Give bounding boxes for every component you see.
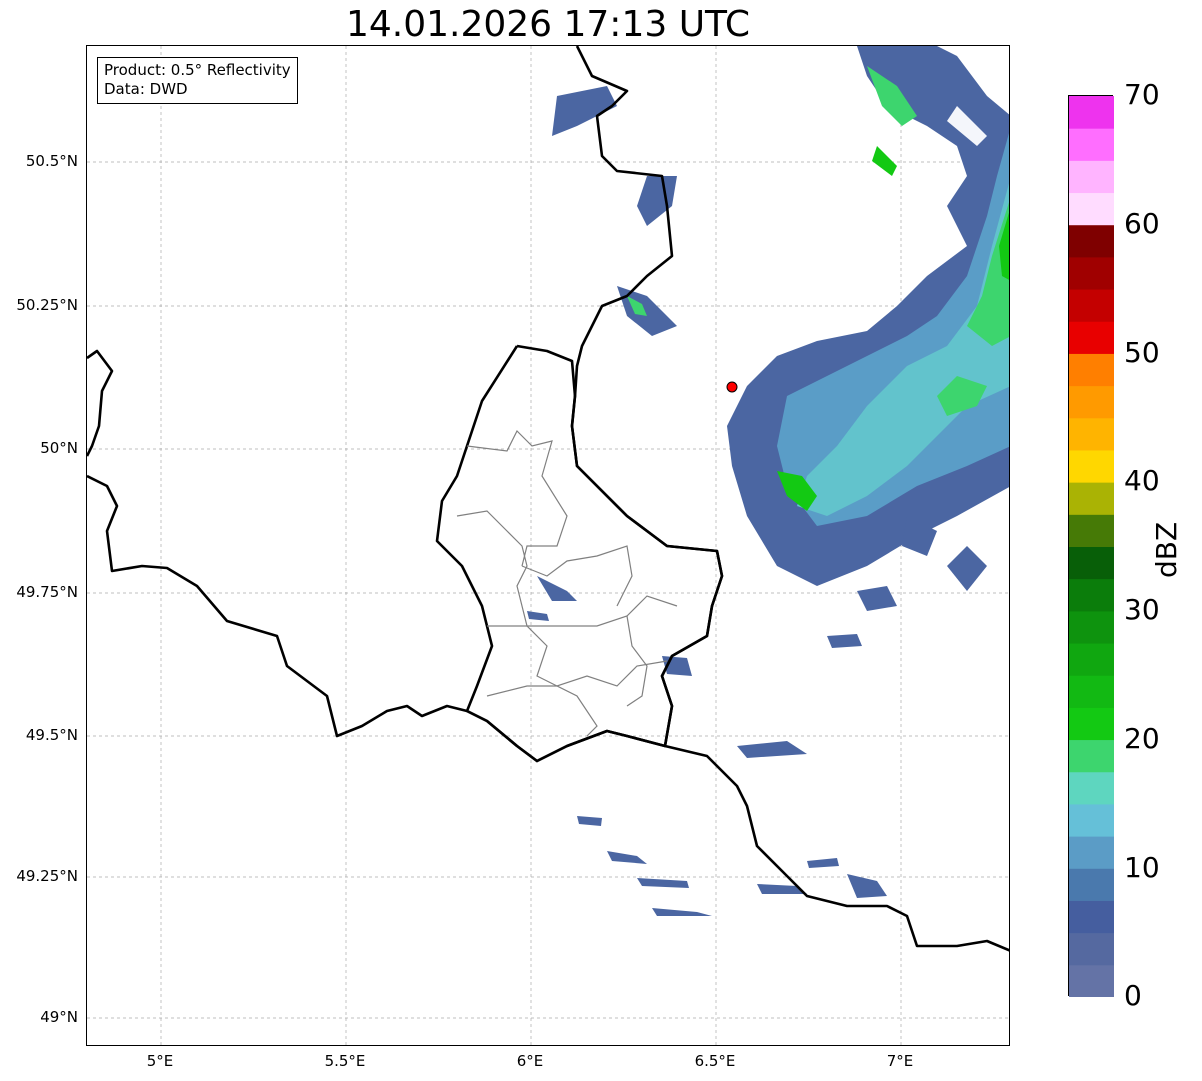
colorbar-segment: [1069, 546, 1114, 580]
lon-tick-label: 5.5°E: [324, 1052, 366, 1070]
colorbar-segment: [1069, 289, 1114, 322]
lat-tick-label: 49.5°N: [25, 726, 78, 744]
colorbar-segment: [1069, 192, 1114, 226]
radar-map[interactable]: [86, 45, 1010, 1046]
colorbar-segment: [1069, 578, 1114, 612]
product-label: Product: 0.5° Reflectivity: [104, 61, 291, 79]
admin-borders: [456, 429, 678, 737]
colorbar-segment: [1069, 321, 1114, 354]
lon-tick-label: 6°E: [516, 1052, 544, 1070]
colorbar-segment: [1069, 643, 1114, 676]
colorbar-segment: [1069, 771, 1114, 805]
data-source-label: Data: DWD: [104, 80, 188, 98]
colorbar-segment: [1069, 964, 1114, 997]
lat-tick-label: 50.5°N: [25, 152, 78, 170]
colorbar-segment: [1069, 224, 1114, 258]
product-info-box: Product: 0.5° Reflectivity Data: DWD: [97, 57, 298, 104]
colorbar-scale: [1069, 96, 1114, 997]
country-borders: [87, 46, 1009, 952]
colorbar-tick-label: 20: [1124, 722, 1160, 755]
colorbar: [1068, 95, 1114, 997]
colorbar-unit-label: dBZ: [1150, 521, 1183, 578]
colorbar-segment: [1069, 96, 1114, 129]
lat-tick-label: 49.75°N: [16, 583, 78, 601]
colorbar-segment: [1069, 514, 1114, 547]
colorbar-segment: [1069, 707, 1114, 741]
chart-title: 14.01.2026 17:13 UTC: [345, 4, 751, 45]
colorbar-segment: [1069, 932, 1114, 966]
colorbar-tick-label: 10: [1124, 851, 1160, 884]
lon-tick-label: 7°E: [886, 1052, 914, 1070]
colorbar-segment: [1069, 739, 1114, 773]
colorbar-tick-label: 70: [1124, 78, 1160, 111]
colorbar-segment: [1069, 417, 1114, 451]
lat-tick-label: 50°N: [40, 439, 78, 457]
colorbar-segment: [1069, 610, 1114, 644]
radar-station-marker[interactable]: [726, 381, 738, 393]
colorbar-segment: [1069, 803, 1114, 837]
colorbar-tick-label: 60: [1124, 207, 1160, 240]
colorbar-segment: [1069, 675, 1114, 708]
lat-tick-label: 49°N: [40, 1008, 78, 1026]
map-canvas: [87, 46, 1009, 1045]
colorbar-segment: [1069, 868, 1114, 901]
colorbar-segment: [1069, 128, 1114, 161]
colorbar-segment: [1069, 256, 1114, 290]
radar-echoes: [527, 46, 1009, 916]
colorbar-segment: [1069, 160, 1114, 194]
lon-tick-label: 5°E: [146, 1052, 174, 1070]
colorbar-tick-label: 40: [1124, 464, 1160, 497]
colorbar-segment: [1069, 482, 1114, 515]
lon-tick-label: 6.5°E: [694, 1052, 736, 1070]
colorbar-segment: [1069, 353, 1114, 387]
colorbar-tick-label: 30: [1124, 593, 1160, 626]
colorbar-segment: [1069, 836, 1114, 869]
colorbar-tick-label: 0: [1124, 979, 1142, 1012]
lat-tick-label: 50.25°N: [16, 296, 78, 314]
lat-tick-label: 49.25°N: [16, 867, 78, 885]
colorbar-segment: [1069, 900, 1114, 934]
colorbar-segment: [1069, 385, 1114, 419]
colorbar-tick-label: 50: [1124, 336, 1160, 369]
colorbar-segment: [1069, 449, 1114, 483]
